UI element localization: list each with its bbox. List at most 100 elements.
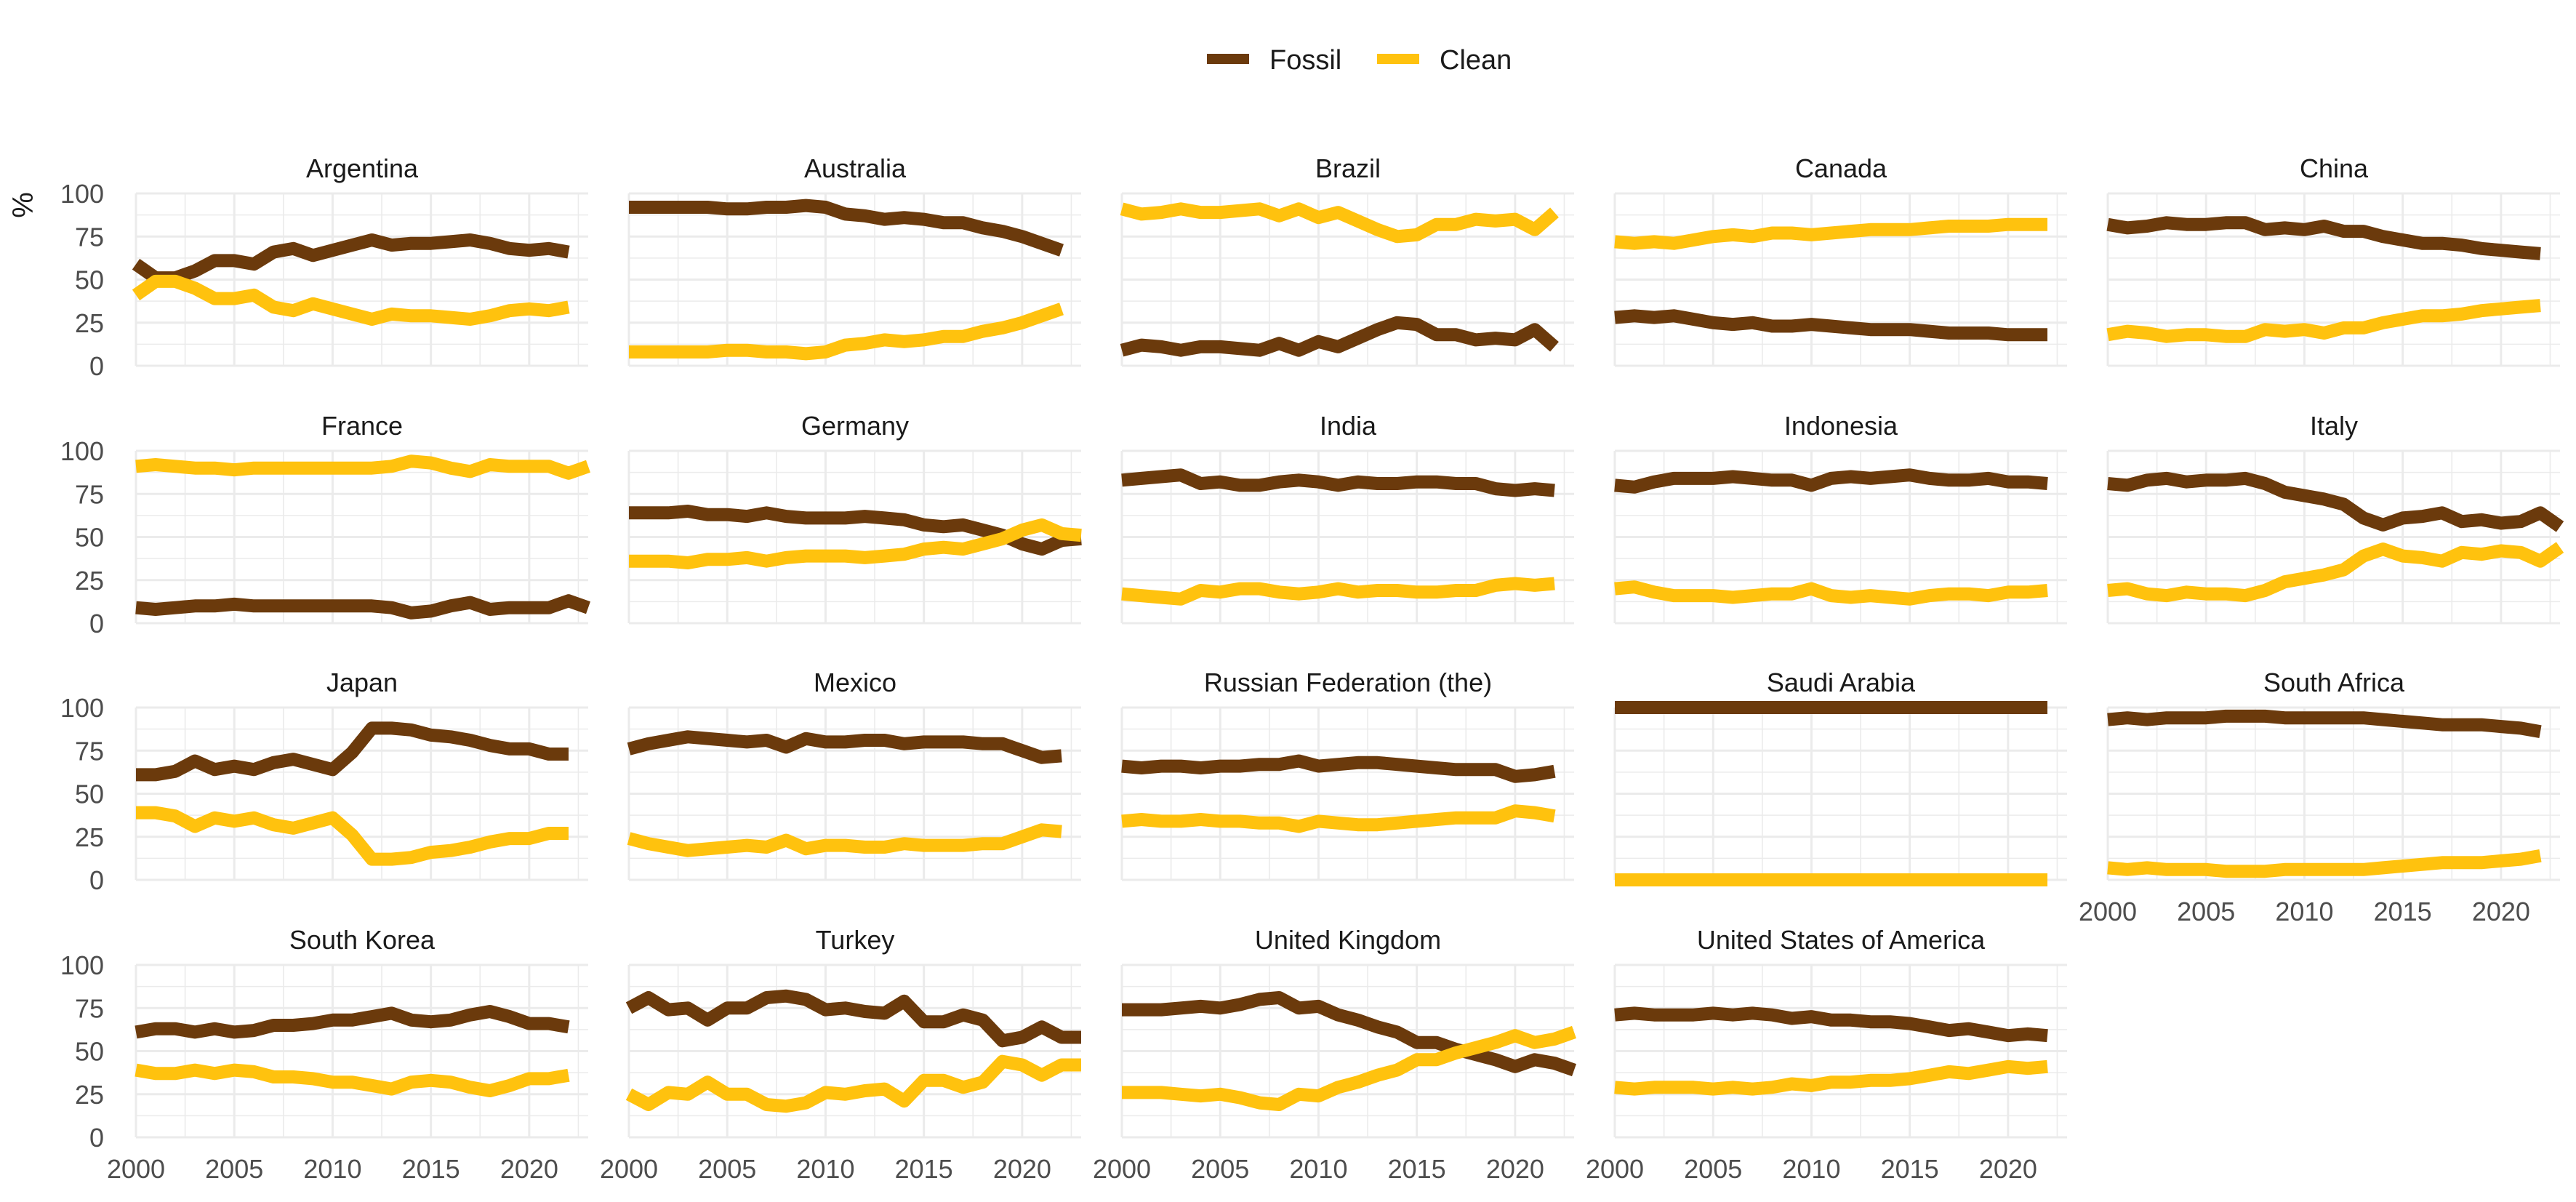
series-line-clean <box>1614 1059 2048 1096</box>
series-line-fossil <box>2107 709 2542 739</box>
panel-france: France 0 25 50 75 100 <box>60 411 590 638</box>
panel-title: India <box>1320 411 1377 441</box>
x-tick-label: 2015 <box>2374 897 2432 926</box>
panel-indonesia: Indonesia <box>1613 411 2067 625</box>
x-tick-label: 2000 <box>600 1154 658 1184</box>
panel-title: Canada <box>1795 153 1887 183</box>
panel-title: Italy <box>2310 411 2358 441</box>
panel-united-kingdom: United Kingdom 2000 2005 2010 2015 2020 <box>1093 925 1576 1184</box>
series-line-fossil <box>1614 309 2047 342</box>
panel-south-korea: South Korea 0 25 50 75 100 2000 2005 2010 2015 202… <box>60 925 588 1184</box>
y-tick-label: 100 <box>60 179 104 209</box>
x-tick-label: 2005 <box>205 1154 263 1184</box>
y-tick-label: 25 <box>75 308 104 338</box>
panel-australia: Australia <box>627 153 1081 367</box>
y-tick-label: 50 <box>75 265 104 295</box>
panel-title: United Kingdom <box>1255 925 1441 955</box>
series-line-clean <box>629 518 1082 569</box>
facet-panels: Argentina 0 25 50 75 100 Australia Brazil Canada… <box>60 153 2564 1184</box>
series-line-clean <box>136 806 569 866</box>
panel-india: India <box>1120 411 1574 625</box>
x-tick-label: 2015 <box>895 1154 953 1184</box>
panel-grid <box>1120 706 1574 881</box>
panel-title: Japan <box>326 668 398 697</box>
panel-italy: Italy <box>2106 411 2564 625</box>
x-tick-label: 2010 <box>1289 1154 1347 1184</box>
y-tick-label: 25 <box>75 1080 104 1110</box>
y-tick-label: 0 <box>89 351 104 381</box>
x-tick-label: 2000 <box>107 1154 165 1184</box>
series-line-clean <box>627 823 1062 857</box>
panel-turkey: Turkey 2000 2005 2010 2015 2020 <box>600 925 1081 1184</box>
x-tick-label: 2010 <box>796 1154 854 1184</box>
series-line-fossil <box>625 989 1081 1048</box>
series-line-clean <box>2106 299 2541 343</box>
series-line-clean <box>1120 202 1559 244</box>
y-tick-label: 100 <box>60 693 104 723</box>
panel-mexico: Mexico <box>627 668 1081 881</box>
panel-grid <box>135 192 588 367</box>
panel-title: Brazil <box>1315 153 1381 183</box>
y-tick-label: 25 <box>75 822 104 852</box>
series-line-fossil <box>1121 468 1555 497</box>
series-line-fossil <box>1120 316 1559 357</box>
panel-grid <box>627 963 1081 1139</box>
x-tick-label: 2000 <box>1093 1154 1151 1184</box>
panel-argentina: Argentina 0 25 50 75 100 <box>60 153 588 381</box>
series-line-fossil <box>629 199 1064 257</box>
series-line-clean <box>2107 849 2542 878</box>
x-tick-label: 2010 <box>2275 897 2333 926</box>
y-tick-label: 50 <box>75 523 104 553</box>
x-tick-label: 2000 <box>2079 897 2137 926</box>
y-tick-label: 50 <box>75 780 104 809</box>
panel-russian-federation-the: Russian Federation (the) <box>1120 668 1574 881</box>
panel-grid <box>1120 963 1574 1139</box>
series-line-fossil <box>135 594 590 620</box>
panel-brazil: Brazil <box>1120 153 1574 367</box>
panel-title: United States of America <box>1697 925 1986 955</box>
y-tick-label: 75 <box>75 222 104 252</box>
series-line-fossil <box>1122 991 1576 1077</box>
y-tick-label: 75 <box>75 736 104 766</box>
panel-title: South Korea <box>289 925 436 955</box>
panel-grid <box>2106 192 2560 367</box>
panel-title: Australia <box>804 153 907 183</box>
series-line-clean <box>1614 217 2047 250</box>
series-line-clean <box>1121 804 1556 833</box>
x-tick-label: 2005 <box>1684 1154 1742 1184</box>
series-line-fossil <box>1614 468 2048 494</box>
x-tick-label: 2020 <box>2472 897 2530 926</box>
x-tick-label: 2020 <box>1486 1154 1544 1184</box>
panel-title: France <box>321 411 403 441</box>
series-line-clean <box>1614 580 2048 606</box>
x-tick-label: 2010 <box>1782 1154 1840 1184</box>
series-line-fossil <box>2107 471 2564 532</box>
x-tick-label: 2020 <box>1979 1154 2037 1184</box>
series-line-clean <box>625 1054 1081 1113</box>
y-tick-label: 100 <box>60 436 104 466</box>
series-line-fossil <box>627 730 1062 764</box>
y-tick-label: 25 <box>75 566 104 596</box>
panel-title: Indonesia <box>1784 411 1898 441</box>
x-tick-label: 2005 <box>698 1154 756 1184</box>
x-tick-label: 2010 <box>303 1154 361 1184</box>
panel-saudi-arabia: Saudi Arabia <box>1613 668 2067 886</box>
panel-japan: Japan 0 25 50 75 100 <box>60 668 588 895</box>
panel-title: Germany <box>801 411 909 441</box>
panel-title: South Africa <box>2263 668 2405 697</box>
panel-grid <box>1613 963 2067 1139</box>
series-line-fossil <box>2106 216 2541 260</box>
series-line-fossil <box>1614 1006 2048 1043</box>
series-line-clean <box>135 1063 570 1097</box>
panel-grid <box>135 449 588 625</box>
y-axis-label: % <box>7 192 39 218</box>
panel-title: China <box>2300 153 2369 183</box>
series-line-fossil <box>136 721 569 782</box>
panel-title: Mexico <box>814 668 896 697</box>
series-line-clean <box>2107 542 2564 603</box>
y-tick-label: 75 <box>75 993 104 1023</box>
y-tick-label: 100 <box>60 950 104 980</box>
x-tick-label: 2015 <box>1881 1154 1939 1184</box>
